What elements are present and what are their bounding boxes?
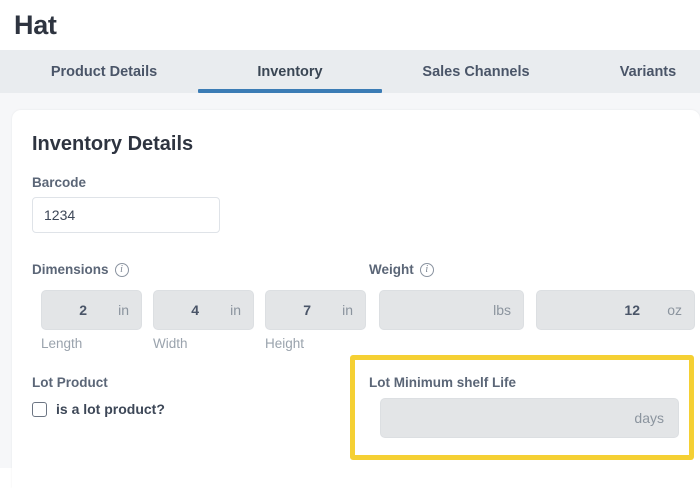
- weight-label: Weight: [369, 262, 414, 277]
- inventory-details-card: Inventory Details Barcode Dimensions i W…: [12, 110, 700, 488]
- width-input[interactable]: 4 in: [153, 290, 254, 330]
- width-sub-label: Width: [153, 336, 188, 351]
- length-unit: in: [118, 302, 129, 318]
- weight-lbs-unit: lbs: [493, 302, 511, 318]
- tab-bar: Product Details Inventory Sales Channels…: [0, 50, 700, 93]
- tab-label: Sales Channels: [422, 63, 530, 80]
- lot-product-checkbox-row[interactable]: is a lot product?: [32, 401, 165, 417]
- weight-oz-value: 12: [624, 302, 640, 318]
- tab-variants[interactable]: Variants: [578, 50, 700, 93]
- lot-product-checkbox[interactable]: [32, 401, 47, 417]
- shelf-life-label: Lot Minimum shelf Life: [369, 375, 516, 390]
- page-body: Inventory Details Barcode Dimensions i W…: [0, 93, 700, 488]
- dimensions-label: Dimensions: [32, 262, 109, 277]
- tab-label: Variants: [619, 63, 677, 80]
- tab-product-details[interactable]: Product Details: [20, 50, 188, 93]
- section-title: Inventory Details: [32, 133, 194, 155]
- length-sub-label: Length: [41, 336, 83, 351]
- weight-oz-unit: oz: [667, 302, 682, 318]
- weight-label-row: Weight i: [369, 262, 434, 277]
- height-value: 7: [303, 302, 311, 318]
- length-input[interactable]: 2 in: [41, 290, 142, 330]
- height-unit: in: [342, 302, 353, 318]
- tab-inventory[interactable]: Inventory: [198, 50, 382, 93]
- shelf-life-input[interactable]: days: [380, 398, 679, 438]
- height-sub-label: Height: [265, 336, 305, 351]
- shelf-life-unit: days: [634, 410, 664, 426]
- length-value: 2: [79, 302, 87, 318]
- lot-product-checkbox-label: is a lot product?: [56, 401, 165, 417]
- barcode-label: Barcode: [32, 175, 87, 190]
- tab-label: Inventory: [257, 63, 323, 80]
- lot-product-label: Lot Product: [32, 375, 108, 390]
- info-circle-icon[interactable]: i: [114, 262, 129, 277]
- width-unit: in: [230, 302, 241, 318]
- weight-oz-input[interactable]: 12 oz: [536, 290, 695, 330]
- height-input[interactable]: 7 in: [265, 290, 366, 330]
- tab-label: Product Details: [50, 63, 158, 80]
- page-title: Hat: [14, 9, 57, 40]
- dimensions-label-row: Dimensions i: [32, 262, 129, 277]
- weight-lbs-input[interactable]: lbs: [379, 290, 524, 330]
- page-header: Hat: [0, 0, 700, 50]
- width-value: 4: [191, 302, 199, 318]
- info-circle-icon[interactable]: i: [419, 262, 434, 277]
- tab-sales-channels[interactable]: Sales Channels: [392, 50, 560, 93]
- barcode-input[interactable]: [32, 197, 220, 233]
